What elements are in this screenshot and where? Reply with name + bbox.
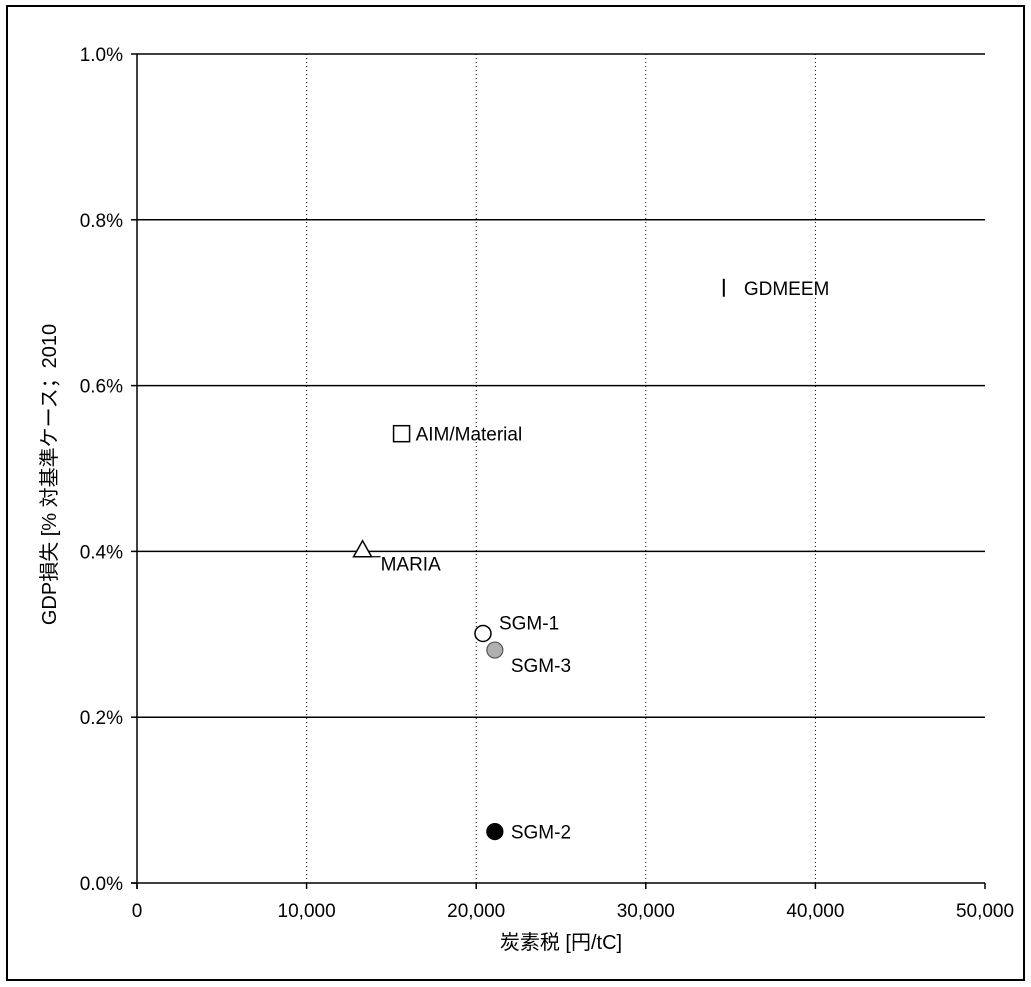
x-tick-label: 30,000 <box>617 901 675 922</box>
chart-frame: 0.0% 0.2% 0.4% 0.6% 0.8% 1.0% 0 10,000 20,000 30,… <box>6 5 1025 981</box>
point-label: SGM-3 <box>511 656 571 677</box>
point-marker <box>486 641 504 659</box>
x-tick-label: 20,000 <box>447 901 505 922</box>
data-point: SGM-2 <box>486 823 571 844</box>
x-axis-label: 炭素税 [円/tC] <box>500 931 622 954</box>
point-marker <box>486 823 504 841</box>
x-tick-label: 40,000 <box>786 901 844 922</box>
point-label: AIM/Material <box>416 425 523 446</box>
point-label: MARIA <box>381 555 442 576</box>
tick-labels: 0.0% 0.2% 0.4% 0.6% 0.8% 1.0% 0 10,000 20,000 30,… <box>80 45 1014 922</box>
y-tick-label: 0.4% <box>80 542 123 563</box>
y-tick-label: 0.0% <box>80 874 123 895</box>
x-tick-label: 50,000 <box>956 901 1014 922</box>
y-tick-label: 1.0% <box>80 45 123 66</box>
data-point: SGM-3 <box>486 641 571 677</box>
grid-lines <box>137 53 985 883</box>
data-point: AIM/Material <box>392 424 523 446</box>
point-marker <box>392 424 411 443</box>
data-point: MARIA <box>352 539 442 576</box>
data-points: GDMEEM AIM/Material MARIA SGM-1 SGM-3 SGM-2 <box>352 278 830 844</box>
point-label: SGM-2 <box>511 823 571 844</box>
point-marker <box>474 624 492 643</box>
y-axis-label: GDP損失 [% 対基準ケース；2010 <box>38 324 61 625</box>
point-label: SGM-1 <box>499 613 559 634</box>
y-tick-label: 0.6% <box>80 377 123 398</box>
y-tick-label: 0.2% <box>80 708 123 729</box>
scatter-chart: 0.0% 0.2% 0.4% 0.6% 0.8% 1.0% 0 10,000 20,000 30,… <box>38 45 1014 954</box>
x-tick-label: 10,000 <box>278 901 336 922</box>
y-tick-label: 0.8% <box>80 211 123 232</box>
point-label: GDMEEM <box>744 279 830 300</box>
point-marker <box>352 539 373 558</box>
x-tick-label: 0 <box>132 901 143 922</box>
data-point: SGM-1 <box>474 613 559 643</box>
axes <box>131 53 986 889</box>
data-point: GDMEEM <box>722 278 830 300</box>
